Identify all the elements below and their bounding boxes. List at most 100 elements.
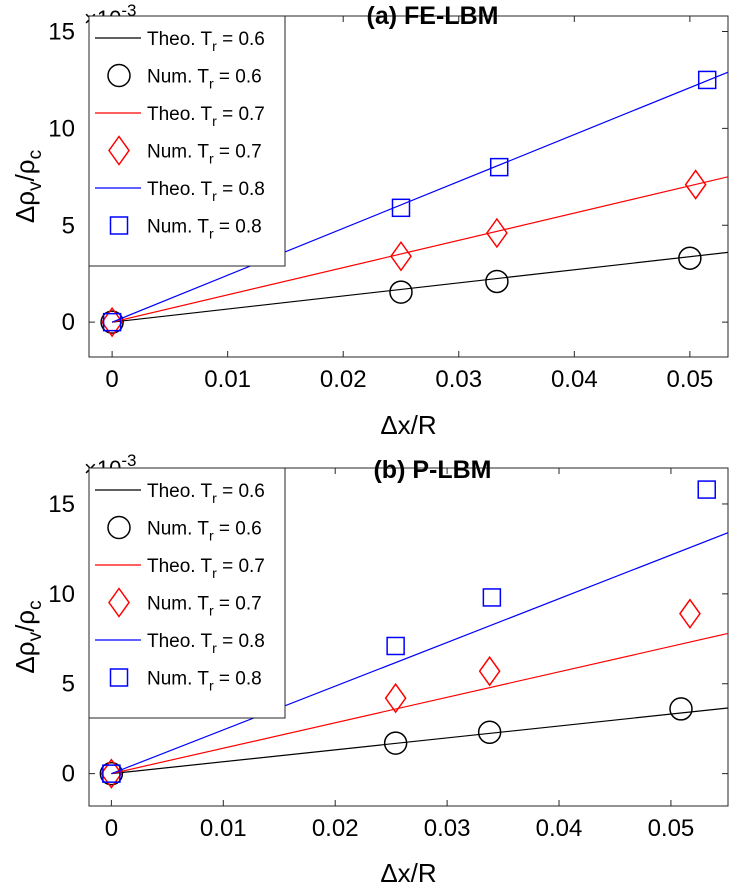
data-point <box>386 636 405 656</box>
legend-label-sub: r <box>209 151 214 167</box>
data-point <box>697 480 716 499</box>
legend-entry: Num. Tr = 0.7 <box>147 142 262 167</box>
legend-label-sub: r <box>212 640 217 656</box>
x-tick-label: 0.02 <box>312 815 359 842</box>
data-point <box>477 720 502 745</box>
y-tick-label: 10 <box>48 581 75 608</box>
data-point <box>99 761 124 786</box>
legend-label-main: Num. T <box>147 669 209 690</box>
y-tick-label: 0 <box>62 309 75 336</box>
series-line <box>111 707 728 775</box>
data-point <box>102 312 122 332</box>
data-point <box>678 246 702 270</box>
legend-entry: Theo. Tr = 0.7 <box>147 556 265 581</box>
legend-label-sub: r <box>212 113 217 129</box>
legend-label-sub: r <box>212 38 217 54</box>
legend-label-sub: r <box>212 565 217 581</box>
x-tick-label: 0 <box>105 366 118 393</box>
data-point <box>100 310 124 334</box>
chart-title: (a) FE-LBM <box>367 2 499 30</box>
y-tick-label: 0 <box>62 761 75 788</box>
legend-label-rest: = 0.8 <box>214 669 262 690</box>
legend-entry: Theo. Tr = 0.7 <box>147 104 265 129</box>
legend-label-sub: r <box>209 76 214 92</box>
legend-label-rest: = 0.6 <box>217 29 265 50</box>
legend-label-main: Theo. T <box>147 179 213 200</box>
legend-entry: Num. Tr = 0.6 <box>147 67 262 92</box>
x-tick-label: 0.03 <box>435 366 482 393</box>
legend-label-main: Num. T <box>147 519 209 540</box>
series-line <box>111 632 728 775</box>
data-point <box>684 169 707 200</box>
legend-label-sub: r <box>209 226 214 242</box>
series-line <box>112 251 728 323</box>
legend-marker-swatch <box>108 135 130 166</box>
data-point <box>669 697 693 721</box>
legend-marker-swatch <box>109 216 129 235</box>
y-label-main: Δρ <box>10 641 40 673</box>
data-point <box>384 682 407 714</box>
legend-marker-swatch <box>107 515 131 540</box>
legend-label-main: Theo. T <box>147 29 213 50</box>
exponent-power: -3 <box>121 451 136 470</box>
x-tick-label: 0 <box>105 815 118 842</box>
series-line <box>111 71 728 323</box>
x-tick-label: 0.05 <box>667 366 714 393</box>
x-axis-label: Δx/R <box>380 410 436 440</box>
legend-entry: Num. Tr = 0.6 <box>147 519 262 544</box>
legend-label-rest: = 0.8 <box>214 217 262 238</box>
x-tick-label: 0.03 <box>424 815 471 842</box>
data-point <box>485 269 509 294</box>
data-point <box>679 598 701 629</box>
legend-label-main: Num. T <box>147 594 209 615</box>
legend-label-sub: r <box>209 603 214 619</box>
data-point <box>102 764 121 783</box>
data-point <box>389 280 413 304</box>
legend-label-sub: r <box>209 528 214 544</box>
legend-label-rest: = 0.8 <box>217 179 265 200</box>
data-point <box>100 758 123 789</box>
data-point <box>697 70 717 90</box>
x-tick-label: 0.04 <box>551 366 598 393</box>
legend-label-rest: = 0.7 <box>214 142 262 163</box>
legend-entry: Num. Tr = 0.7 <box>147 594 262 619</box>
data-point <box>485 217 508 249</box>
legend-label-main: Theo. T <box>147 631 213 652</box>
x-tick-label: 0.01 <box>200 815 247 842</box>
legend-entry: Theo. Tr = 0.6 <box>147 29 265 54</box>
legend-marker-swatch <box>108 587 130 618</box>
y-label-sub-v: v <box>25 631 46 641</box>
legend-entry: Theo. Tr = 0.6 <box>147 481 265 506</box>
x-tick-label: 0.05 <box>648 815 695 842</box>
data-point <box>489 157 509 177</box>
legend-label-rest: = 0.6 <box>214 519 262 540</box>
data-layer <box>99 480 728 789</box>
legend-entry: Num. Tr = 0.8 <box>147 669 262 694</box>
legend-label-rest: = 0.6 <box>214 67 262 88</box>
y-tick-label: 5 <box>62 212 75 239</box>
y-axis-label: Δρv/ρc <box>10 600 46 673</box>
y-label-sub-c: c <box>25 600 46 610</box>
y-label-sub-v: v <box>25 181 46 191</box>
legend-label-main: Num. T <box>147 217 209 238</box>
y-tick-label: 10 <box>48 115 75 142</box>
legend-marker-swatch <box>109 668 129 687</box>
legend-label-rest: = 0.6 <box>217 481 265 502</box>
x-tick-label: 0.02 <box>320 366 367 393</box>
data-point <box>391 198 411 218</box>
legend-label-main: Num. T <box>147 67 209 88</box>
data-point <box>482 588 502 607</box>
data-point <box>383 731 408 755</box>
chart-title: (b) P-LBM <box>373 456 491 484</box>
exponent-power: -3 <box>121 1 136 20</box>
data-point <box>390 240 412 272</box>
legend-label-sub: r <box>212 490 217 506</box>
data-point <box>101 306 124 338</box>
y-label-slash: /ρ <box>10 159 40 181</box>
y-axis-label: Δρv/ρc <box>10 150 46 223</box>
data-layer <box>100 70 728 338</box>
legend-label-main: Num. T <box>147 142 209 163</box>
x-tick-label: 0.01 <box>204 366 251 393</box>
legend-label-rest: = 0.8 <box>217 631 265 652</box>
